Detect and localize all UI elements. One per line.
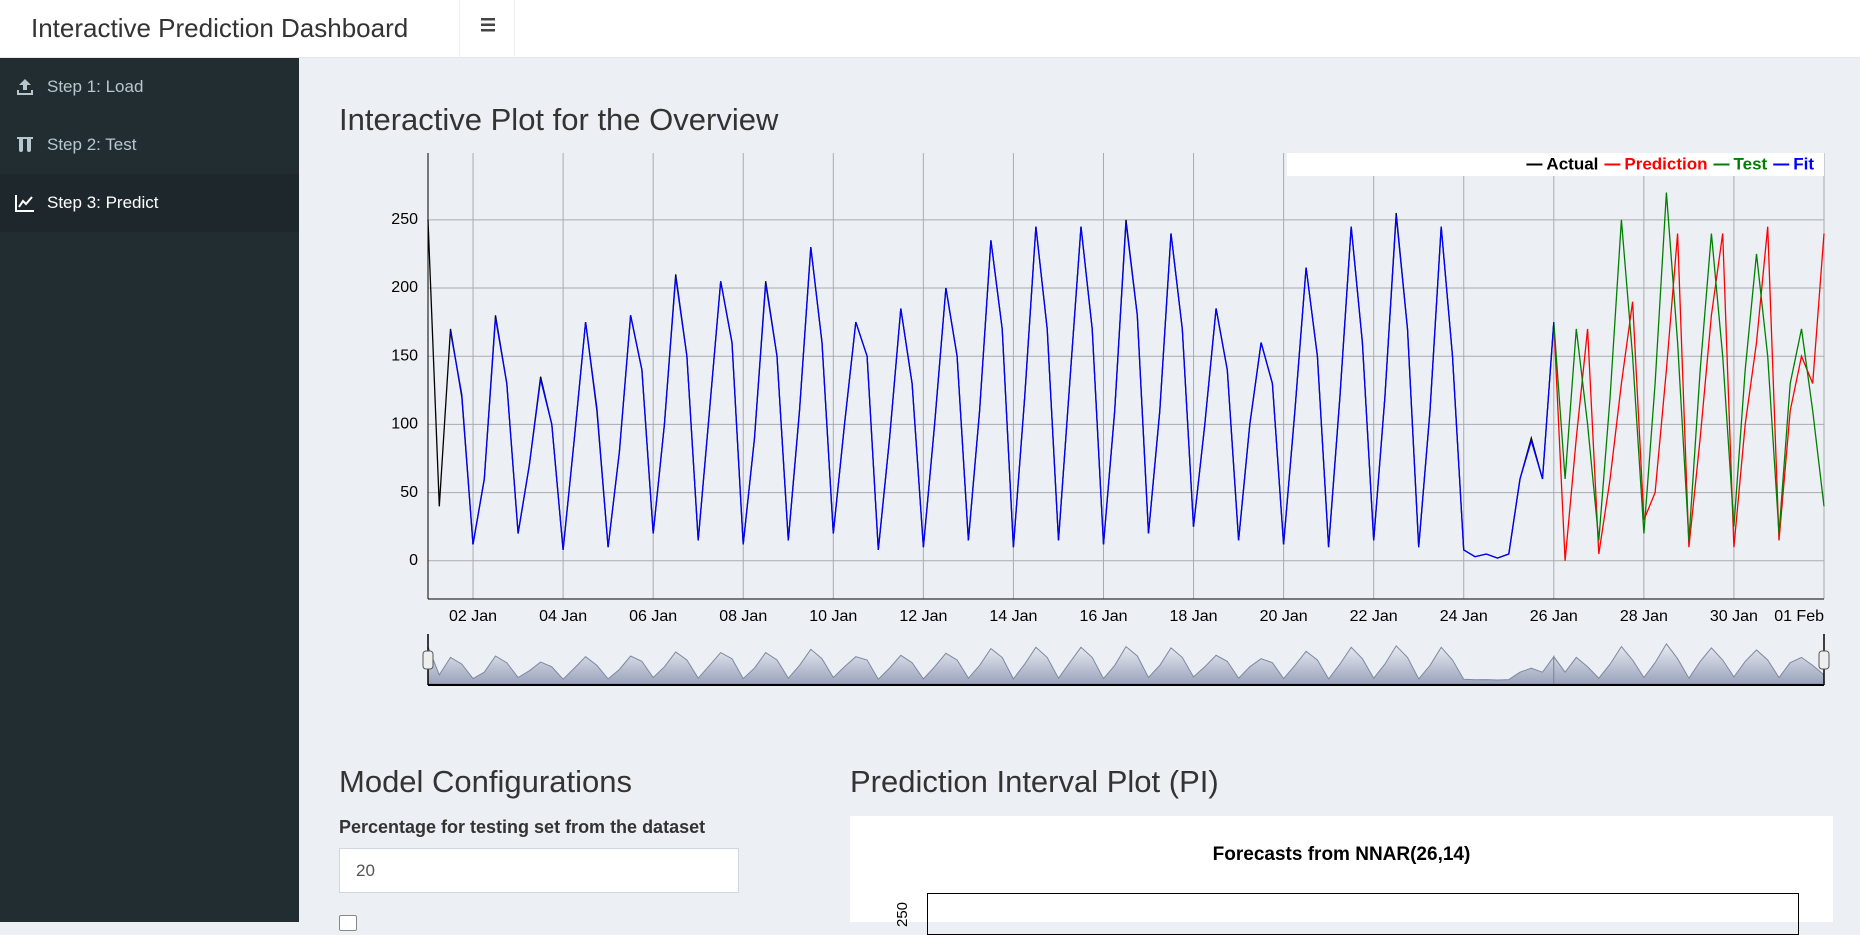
x-tick-label: 22 Jan — [1350, 608, 1398, 625]
section-heading: Model Configurations — [339, 764, 632, 799]
sidebar: Step 1: Load Step 2: Test Step 3: Predic… — [0, 58, 299, 922]
x-tick-label: 16 Jan — [1079, 608, 1127, 625]
legend-label: Prediction — [1624, 154, 1707, 173]
series-line — [1553, 192, 1825, 541]
pi-title: Forecasts from NNAR(26,14) — [1212, 844, 1471, 865]
text-input[interactable]: 20 — [339, 848, 739, 893]
legend-box — [1287, 153, 1824, 176]
nav-item[interactable]: Step 3: Predict — [0, 174, 299, 232]
y-tick-label: 150 — [391, 347, 418, 364]
app-title: Interactive Prediction Dashboard — [31, 13, 409, 43]
x-tick-label: 24 Jan — [1440, 608, 1488, 625]
pi-plot-frame — [927, 893, 1799, 935]
nav-label: Step 2: Test — [47, 135, 137, 154]
section-heading: Prediction Interval Plot (PI) — [850, 764, 1219, 799]
menu-toggle[interactable] — [459, 0, 515, 58]
x-tick-label: 01 Feb — [1774, 608, 1824, 625]
range-area — [1553, 643, 1825, 685]
x-tick-label: 04 Jan — [539, 608, 587, 625]
section-heading: Interactive Plot for the Overview — [339, 102, 779, 137]
nav-item[interactable]: Step 2: Test — [0, 116, 299, 174]
y-tick-label: 0 — [409, 552, 418, 569]
x-tick-label: 28 Jan — [1620, 608, 1668, 625]
y-tick-label: 250 — [391, 211, 418, 228]
range-area — [427, 645, 1555, 685]
x-tick-label: 08 Jan — [719, 608, 767, 625]
legend: Actual Prediction Test Fit — [1287, 153, 1824, 176]
range-handle[interactable] — [1818, 650, 1830, 670]
header: Interactive Prediction Dashboard — [0, 0, 1860, 58]
x-tick-label: 18 Jan — [1170, 608, 1218, 625]
x-tick-label: 02 Jan — [449, 608, 497, 625]
field-label: Percentage for testing set from the data… — [339, 817, 706, 837]
chart: 0 50 100 150 200 250 02 Jan 04 Jan 06 Jan 08 Jan 1… — [391, 153, 1830, 686]
y-tick-label: 50 — [400, 484, 418, 501]
x-tick-label: 12 Jan — [899, 608, 947, 625]
legend-label: Actual — [1546, 154, 1598, 173]
y-tick-label: 200 — [391, 279, 418, 296]
pi-plot: Forecasts from NNAR(26,14) 250 — [850, 816, 1833, 935]
legend-label: Fit — [1793, 154, 1814, 173]
nav-item[interactable]: Step 1: Load — [0, 58, 299, 116]
menu-icon — [481, 18, 495, 32]
legend-label: Test — [1734, 154, 1768, 173]
series-line — [1553, 226, 1825, 561]
nav-label: Step 1: Load — [47, 77, 144, 96]
x-tick-label: 30 Jan — [1710, 608, 1758, 625]
test-icon — [17, 137, 33, 152]
series-line — [427, 212, 1555, 559]
x-tick-label: 14 Jan — [989, 608, 1037, 625]
nav-label: Step 3: Predict — [47, 193, 159, 212]
x-tick-label: 20 Jan — [1260, 608, 1308, 625]
x-tick-label: 06 Jan — [629, 608, 677, 625]
checkbox[interactable] — [339, 915, 357, 931]
series-line — [449, 215, 1555, 559]
range-handle[interactable] — [422, 650, 434, 670]
x-tick-label: 10 Jan — [809, 608, 857, 625]
chart-icon — [15, 195, 34, 212]
upload-icon — [17, 79, 33, 95]
x-tick-label: 26 Jan — [1530, 608, 1578, 625]
pi-y-tick-label: 250 — [894, 901, 912, 928]
y-tick-label: 100 — [391, 416, 418, 433]
